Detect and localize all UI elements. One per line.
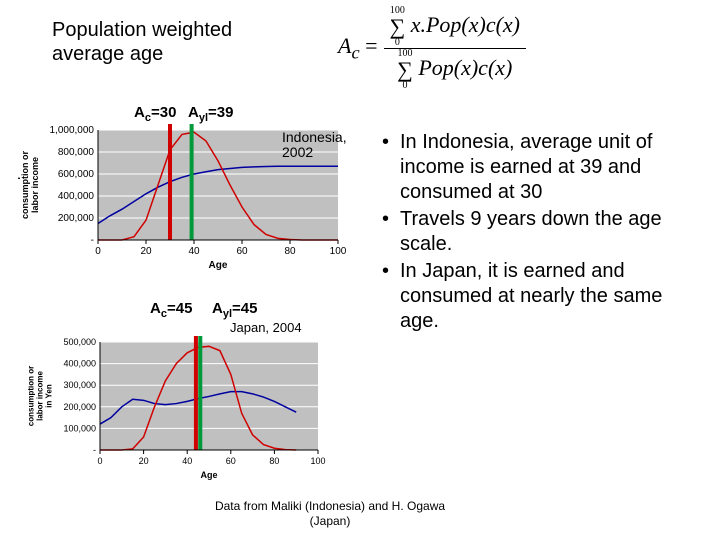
japan-label: Japan, 2004 (230, 320, 302, 335)
bullet-item: •In Japan, it is earned and consumed at … (382, 259, 702, 334)
svg-text:60: 60 (226, 456, 236, 466)
svg-text:0: 0 (97, 456, 102, 466)
formula-num-expr: x.Pop(x)c(x) (411, 12, 520, 37)
bullet-item: •In Indonesia, average unit of income is… (382, 130, 702, 205)
svg-text:300,000: 300,000 (63, 380, 96, 390)
svg-text:40: 40 (188, 246, 200, 257)
svg-text:Per capitaconsumption orlabor: Per capitaconsumption orlabor income (18, 151, 40, 219)
svg-text:600,000: 600,000 (58, 169, 95, 180)
svg-text:100,000: 100,000 (63, 423, 96, 433)
japan-ayl-annot: Ayl=45 (212, 300, 257, 320)
svg-text:400,000: 400,000 (63, 359, 96, 369)
formula-lhs-sub: c (351, 43, 359, 63)
bullet-text: Travels 9 years down the age scale. (400, 207, 702, 257)
svg-text:60: 60 (236, 246, 248, 257)
svg-text:400,000: 400,000 (58, 191, 95, 202)
svg-text:1,000,000: 1,000,000 (50, 125, 95, 136)
svg-text:Per capitaconsumption orlabor: Per capitaconsumption orlabor incomein Y… (28, 366, 54, 426)
svg-text:80: 80 (284, 246, 296, 257)
footer-citation: Data from Maliki (Indonesia) and H. Ogaw… (200, 499, 460, 528)
title-line-2: average age (52, 42, 232, 66)
formula-eq: = (365, 33, 377, 58)
svg-text:20: 20 (139, 456, 149, 466)
svg-text:Age: Age (200, 470, 217, 480)
svg-text:Age: Age (209, 260, 228, 271)
formula-lhs: A (338, 33, 351, 58)
bullet-text: In Indonesia, average unit of income is … (400, 130, 702, 205)
indonesia-label: Indonesia, 2002 (282, 130, 362, 161)
svg-text:80: 80 (269, 456, 279, 466)
svg-text:40: 40 (182, 456, 192, 466)
svg-text:200,000: 200,000 (58, 213, 95, 224)
page-title: Population weighted average age (52, 18, 232, 66)
svg-text:0: 0 (95, 246, 101, 257)
japan-ac-annot: Ac=45 (150, 300, 192, 320)
svg-text:20: 20 (140, 246, 152, 257)
svg-text:-: - (93, 445, 96, 455)
formula-num-lower: 0 (395, 38, 400, 48)
formula: Ac = 100 ∑ 0 x.Pop(x)c(x) 100 ∑ 0 Pop(x)… (338, 6, 526, 91)
bullet-text: In Japan, it is earned and consumed at n… (400, 259, 702, 334)
svg-text:200,000: 200,000 (63, 402, 96, 412)
bullet-item: •Travels 9 years down the age scale. (382, 207, 702, 257)
formula-den-lower: 0 (402, 81, 407, 91)
svg-text:100: 100 (330, 246, 347, 257)
svg-text:500,000: 500,000 (63, 337, 96, 347)
japan-chart: - 100,000 200,000 300,000 400,000 500,000 0 20 4… (28, 332, 328, 482)
svg-text:-: - (91, 235, 94, 246)
bullet-list: •In Indonesia, average unit of income is… (382, 130, 702, 336)
svg-text:100: 100 (310, 456, 325, 466)
formula-den-expr: Pop(x)c(x) (418, 55, 512, 80)
title-line-1: Population weighted (52, 18, 232, 42)
svg-text:800,000: 800,000 (58, 147, 95, 158)
